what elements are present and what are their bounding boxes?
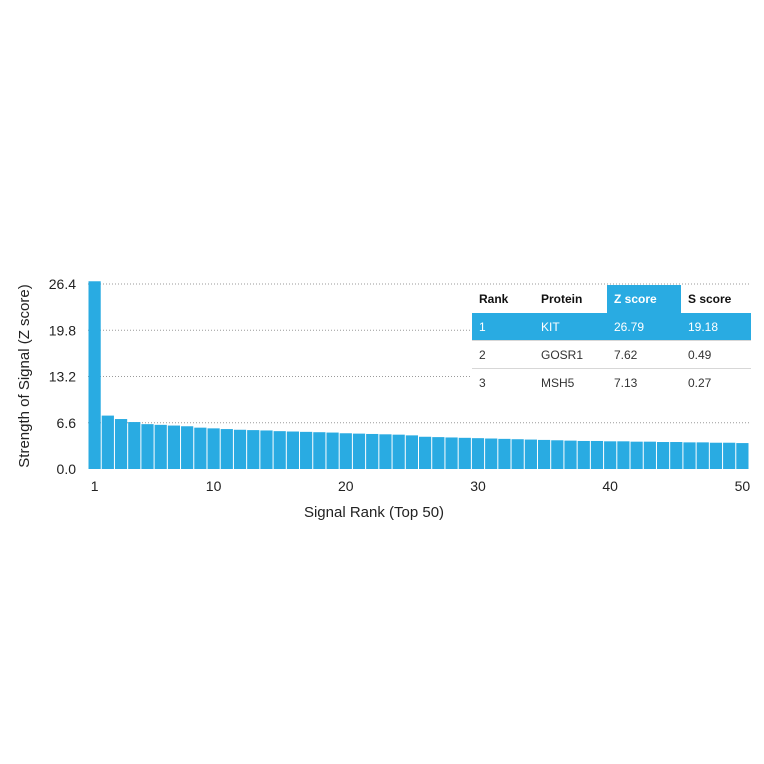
bar-rank-14 <box>260 430 273 469</box>
bar-rank-10 <box>207 428 220 469</box>
bar-rank-33 <box>511 439 524 469</box>
bar-rank-25 <box>405 435 418 469</box>
bar-rank-41 <box>617 441 630 469</box>
cell-rank: 2 <box>472 340 534 369</box>
cell-z-score: 26.79 <box>607 313 681 341</box>
header-s-score: S score <box>688 292 732 306</box>
bar-rank-7 <box>167 425 181 469</box>
y-tick-label: 26.4 <box>49 276 76 292</box>
x-tick-labels: 1 10 20 30 40 50 <box>91 478 751 494</box>
bar-rank-17 <box>300 431 313 469</box>
bar-rank-23 <box>379 434 392 469</box>
bar-rank-46 <box>683 442 696 469</box>
bar-rank-6 <box>154 424 167 469</box>
bar-rank-1 <box>88 281 101 469</box>
table-row: 3 MSH5 7.13 0.27 <box>472 369 751 397</box>
bar-rank-47 <box>696 442 709 469</box>
bar-rank-50 <box>736 443 749 469</box>
bar-rank-12 <box>233 429 247 469</box>
bar-rank-29 <box>458 437 471 469</box>
y-tick-label: 19.8 <box>49 322 76 338</box>
bar-rank-3 <box>114 419 128 469</box>
cell-rank: 1 <box>472 313 534 341</box>
bar-rank-32 <box>498 438 511 469</box>
bar-rank-40 <box>604 441 617 469</box>
cell-protein: GOSR1 <box>534 340 607 369</box>
y-tick-label: 0.0 <box>57 461 77 477</box>
cell-z-score: 7.13 <box>614 375 638 390</box>
x-axis-title: Signal Rank (Top 50) <box>304 504 444 521</box>
bar-rank-38 <box>577 440 590 469</box>
bar-rank-4 <box>128 422 141 469</box>
y-tick-label: 6.6 <box>57 415 77 431</box>
bar-rank-28 <box>445 437 458 469</box>
bar-rank-43 <box>643 441 656 469</box>
x-tick-label: 1 <box>91 478 99 494</box>
bar-rank-13 <box>247 430 260 469</box>
bar-rank-18 <box>313 432 326 469</box>
score-table: Rank Protein Z score S score 1 KIT 26.79… <box>472 285 751 396</box>
bar-rank-8 <box>181 426 194 469</box>
bar-rank-44 <box>656 442 670 469</box>
header-protein: Protein <box>541 292 583 306</box>
y-axis-title: Strength of Signal (Z score) <box>16 284 33 467</box>
bar-rank-39 <box>590 440 604 469</box>
table-row: 1 KIT 26.79 19.18 <box>472 313 751 341</box>
bar-rank-11 <box>220 429 233 469</box>
y-tick-label: 13.2 <box>49 369 76 385</box>
bar-rank-35 <box>537 439 551 469</box>
bar-rank-27 <box>432 437 445 469</box>
bar-rank-48 <box>709 442 723 469</box>
cell-s-score: 0.49 <box>681 340 751 369</box>
table-header-row: Rank Protein Z score S score <box>472 285 751 313</box>
bar-rank-9 <box>194 427 207 469</box>
bar-rank-31 <box>485 438 498 469</box>
header-z-score: Z score <box>607 285 681 313</box>
cell-s-score: 0.27 <box>688 375 712 390</box>
bar-rank-42 <box>630 441 643 469</box>
x-tick-label: 40 <box>602 478 618 494</box>
bar-rank-45 <box>670 442 683 469</box>
cell-protein: KIT <box>534 313 607 341</box>
bar-rank-20 <box>339 433 352 469</box>
x-tick-label: 20 <box>338 478 354 494</box>
x-tick-label: 10 <box>206 478 222 494</box>
table-row: 2 GOSR1 7.62 0.49 <box>472 340 751 369</box>
x-tick-label: 50 <box>735 478 751 494</box>
bar-rank-26 <box>419 436 432 469</box>
bar-rank-22 <box>366 433 379 469</box>
bar-rank-21 <box>352 433 366 469</box>
bars <box>88 281 749 469</box>
header-rank: Rank <box>479 292 509 306</box>
bar-rank-5 <box>141 424 154 469</box>
bar-rank-2 <box>101 415 114 469</box>
bar-rank-19 <box>326 432 339 469</box>
bar-rank-34 <box>524 439 537 469</box>
bar-rank-16 <box>286 431 300 469</box>
cell-z-score: 7.62 <box>607 340 681 369</box>
cell-rank: 3 <box>479 375 486 390</box>
y-tick-labels: 0.0 6.6 13.2 19.8 26.4 <box>49 276 76 477</box>
bar-rank-37 <box>564 440 577 469</box>
cell-s-score: 19.18 <box>681 313 751 341</box>
cell-protein: MSH5 <box>541 375 575 390</box>
bar-rank-49 <box>723 442 736 469</box>
bar-rank-15 <box>273 431 286 469</box>
bar-rank-30 <box>471 438 485 469</box>
bar-rank-36 <box>551 440 564 469</box>
x-tick-label: 30 <box>470 478 486 494</box>
bar-rank-24 <box>392 434 405 469</box>
grid-lines <box>88 283 749 424</box>
